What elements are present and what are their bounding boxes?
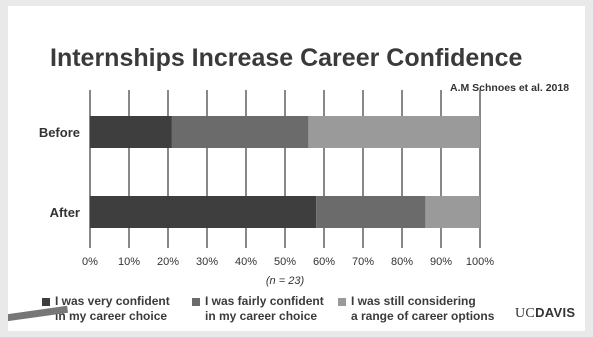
bar-segment [308,116,480,148]
bar-segment [316,196,426,228]
x-tick-label: 90% [430,256,452,268]
x-tick-label: 50% [274,256,296,268]
x-tick-label: 20% [157,256,179,268]
category-label: Before [39,125,80,140]
x-tick-label: 100% [466,256,494,268]
legend-item-fairly-confident: I was fairly confident in my career choi… [192,294,324,324]
x-axis-label: (n = 23) [266,275,305,287]
ucdavis-logo: UCDAVIS [515,305,576,321]
legend-label: I was very confident in my career choice [55,294,170,323]
x-tick-label: 80% [391,256,413,268]
x-tick-label: 30% [196,256,218,268]
bar-segment [90,116,172,148]
legend-swatch [42,298,50,306]
bar-segment [90,196,317,228]
slide: Internships Increase Career Confidence A… [8,6,585,331]
x-tick-label: 60% [313,256,335,268]
category-label: After [50,205,80,220]
legend-swatch [192,298,200,306]
legend-item-still-considering: I was still considering a range of caree… [338,294,494,324]
legend-swatch [338,298,346,306]
bar-segment [171,116,309,148]
legend-label: I was fairly confident in my career choi… [205,294,324,323]
stacked-bar-chart: 0% 10% 20% 30% 40% 50% 60% 70% 80% 90% 100% Before A… [39,90,494,287]
x-tick-label: 40% [235,256,257,268]
chart-title: Internships Increase Career Confidence [50,44,523,72]
x-tick-label: 10% [118,256,140,268]
bar-segment [425,196,480,228]
legend-label: I was still considering a range of caree… [351,294,495,323]
x-tick-label: 70% [352,256,374,268]
x-tick-label: 0% [82,256,98,268]
legend-item-very-confident: I was very confident in my career choice [42,294,170,324]
